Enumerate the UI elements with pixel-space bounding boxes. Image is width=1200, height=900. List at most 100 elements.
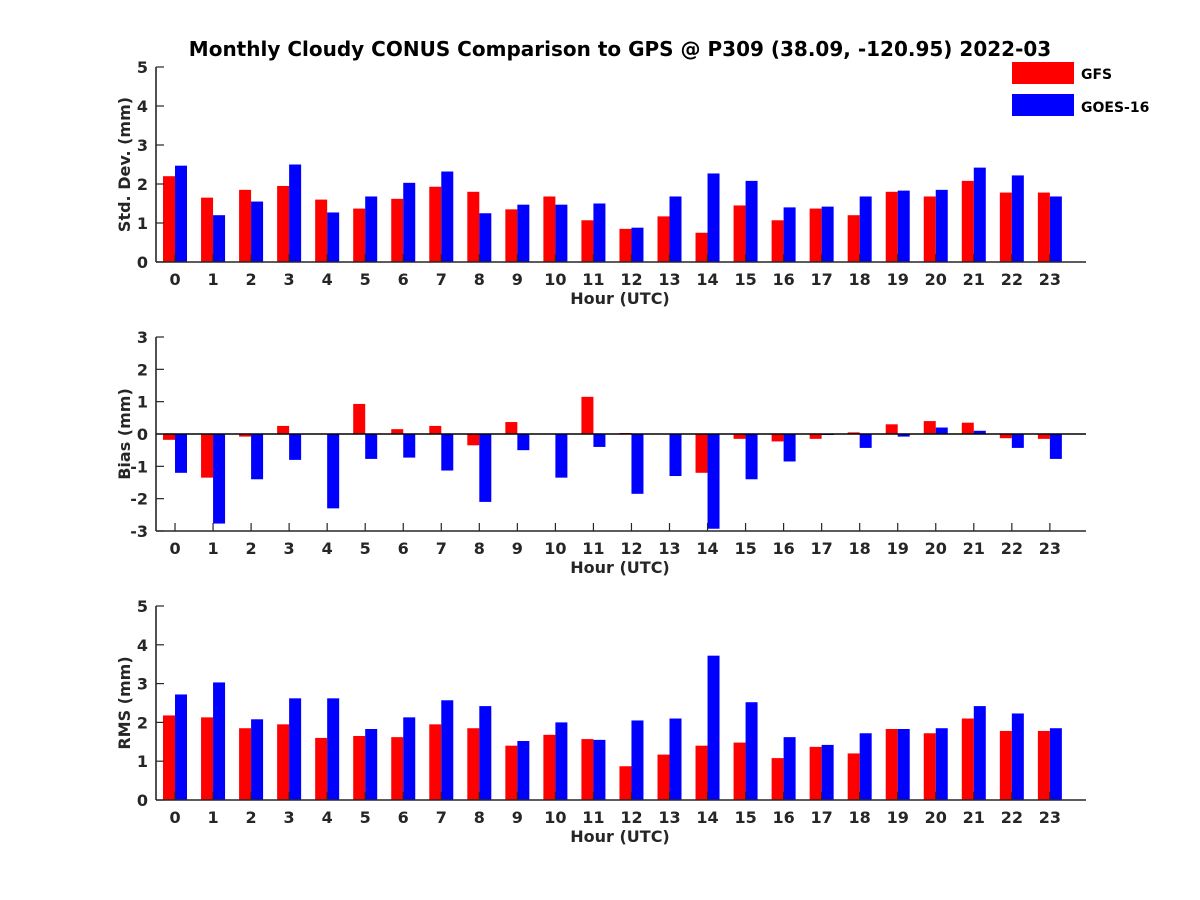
bar-rms-goes16-hour-5 xyxy=(365,729,378,800)
y-tick-label-stddev: 2 xyxy=(137,175,148,194)
x-tick-label-bias: 12 xyxy=(620,539,642,558)
bar-bias-goes16-hour-18 xyxy=(859,434,872,448)
bar-bias-goes16-hour-0 xyxy=(175,434,188,473)
x-tick-label-rms: 2 xyxy=(246,808,257,827)
bar-rms-gfs-hour-15 xyxy=(733,742,746,800)
bar-rms-goes16-hour-23 xyxy=(1049,728,1062,800)
bar-rms-goes16-hour-18 xyxy=(859,733,872,800)
x-tick-label-rms: 8 xyxy=(474,808,485,827)
x-tick-label-rms: 16 xyxy=(772,808,794,827)
x-tick-label-stddev: 1 xyxy=(207,270,218,289)
x-tick-label-bias: 21 xyxy=(963,539,985,558)
x-tick-label-stddev: 3 xyxy=(284,270,295,289)
bar-rms-goes16-hour-1 xyxy=(213,682,226,800)
x-tick-label-rms: 6 xyxy=(398,808,409,827)
legend-swatch-gfs xyxy=(1012,62,1074,84)
x-tick-label-stddev: 5 xyxy=(360,270,371,289)
bar-bias-gfs-hour-2 xyxy=(239,434,252,437)
bar-rms-gfs-hour-16 xyxy=(771,758,784,800)
x-tick-label-stddev: 21 xyxy=(963,270,985,289)
bar-stddev-goes16-hour-3 xyxy=(289,164,302,262)
bar-stddev-goes16-hour-5 xyxy=(365,196,378,262)
bar-rms-gfs-hour-1 xyxy=(201,717,214,800)
bar-stddev-gfs-hour-13 xyxy=(657,216,670,262)
bar-bias-goes16-hour-3 xyxy=(289,434,302,460)
x-tick-label-stddev: 9 xyxy=(512,270,523,289)
bar-stddev-gfs-hour-19 xyxy=(885,191,898,262)
bar-bias-goes16-hour-13 xyxy=(669,434,682,477)
bar-rms-gfs-hour-7 xyxy=(429,724,442,800)
bar-bias-goes16-hour-16 xyxy=(783,434,796,462)
x-tick-label-rms: 5 xyxy=(360,808,371,827)
x-tick-label-bias: 5 xyxy=(360,539,371,558)
bar-rms-goes16-hour-14 xyxy=(707,655,720,800)
bar-stddev-goes16-hour-19 xyxy=(897,190,910,262)
x-tick-label-stddev: 23 xyxy=(1039,270,1061,289)
bar-stddev-gfs-hour-4 xyxy=(315,199,328,262)
x-tick-label-bias: 13 xyxy=(658,539,680,558)
y-tick-label-stddev: 0 xyxy=(137,253,148,272)
x-tick-label-rms: 0 xyxy=(169,808,180,827)
x-tick-label-rms: 18 xyxy=(849,808,871,827)
x-tick-label-bias: 0 xyxy=(169,539,180,558)
x-tick-label-rms: 1 xyxy=(207,808,218,827)
bar-bias-gfs-hour-21 xyxy=(961,422,974,434)
bar-bias-goes16-hour-12 xyxy=(631,434,644,494)
x-tick-label-bias: 14 xyxy=(696,539,718,558)
bar-stddev-goes16-hour-0 xyxy=(175,165,188,262)
bar-stddev-goes16-hour-7 xyxy=(441,171,454,262)
bar-rms-gfs-hour-17 xyxy=(809,746,822,800)
x-axis-label-stddev: Hour (UTC) xyxy=(570,289,670,308)
bar-bias-goes16-hour-23 xyxy=(1049,434,1062,459)
bar-bias-gfs-hour-23 xyxy=(1037,434,1050,439)
x-tick-label-bias: 1 xyxy=(207,539,218,558)
bar-stddev-goes16-hour-23 xyxy=(1049,196,1062,262)
x-tick-label-stddev: 20 xyxy=(925,270,947,289)
bar-rms-gfs-hour-4 xyxy=(315,737,328,800)
bar-stddev-gfs-hour-16 xyxy=(771,220,784,262)
bar-bias-gfs-hour-7 xyxy=(429,425,442,434)
x-tick-label-bias: 16 xyxy=(772,539,794,558)
bar-stddev-gfs-hour-22 xyxy=(999,192,1012,262)
bar-bias-gfs-hour-9 xyxy=(505,422,518,434)
x-tick-label-rms: 15 xyxy=(734,808,756,827)
y-axis-label-stddev: Std. Dev. (mm) xyxy=(115,97,134,232)
bar-bias-goes16-hour-4 xyxy=(327,434,340,509)
bar-rms-gfs-hour-19 xyxy=(885,729,898,800)
x-tick-label-stddev: 12 xyxy=(620,270,642,289)
bar-rms-gfs-hour-9 xyxy=(505,745,518,800)
x-tick-label-bias: 9 xyxy=(512,539,523,558)
x-tick-label-stddev: 19 xyxy=(887,270,909,289)
x-tick-label-bias: 11 xyxy=(582,539,604,558)
x-tick-label-rms: 10 xyxy=(544,808,566,827)
x-tick-label-bias: 2 xyxy=(246,539,257,558)
bar-stddev-goes16-hour-17 xyxy=(821,206,834,262)
bar-bias-goes16-hour-10 xyxy=(555,434,568,478)
x-tick-label-bias: 15 xyxy=(734,539,756,558)
bar-bias-goes16-hour-1 xyxy=(213,434,226,524)
bar-stddev-goes16-hour-20 xyxy=(935,189,948,262)
bar-rms-goes16-hour-2 xyxy=(251,719,264,800)
x-tick-label-rms: 14 xyxy=(696,808,718,827)
bar-rms-goes16-hour-6 xyxy=(403,717,416,800)
bar-bias-gfs-hour-15 xyxy=(733,434,746,439)
bar-bias-gfs-hour-22 xyxy=(999,434,1012,439)
bar-bias-goes16-hour-15 xyxy=(745,434,758,480)
x-tick-label-stddev: 0 xyxy=(169,270,180,289)
y-tick-label-bias: 0 xyxy=(137,425,148,444)
legend-swatch-goes16 xyxy=(1012,94,1074,116)
y-tick-label-stddev: 5 xyxy=(137,58,148,77)
x-tick-label-rms: 13 xyxy=(658,808,680,827)
bar-stddev-goes16-hour-12 xyxy=(631,227,644,262)
y-tick-label-rms: 4 xyxy=(137,636,148,655)
bar-stddev-goes16-hour-13 xyxy=(669,196,682,262)
bar-rms-goes16-hour-15 xyxy=(745,702,758,800)
bar-stddev-gfs-hour-9 xyxy=(505,209,518,262)
y-tick-label-rms: 3 xyxy=(137,675,148,694)
bar-stddev-goes16-hour-9 xyxy=(517,204,530,262)
y-tick-label-bias: 2 xyxy=(137,360,148,379)
bar-bias-gfs-hour-3 xyxy=(277,425,290,434)
y-tick-label-rms: 5 xyxy=(137,597,148,616)
bar-stddev-gfs-hour-7 xyxy=(429,186,442,262)
